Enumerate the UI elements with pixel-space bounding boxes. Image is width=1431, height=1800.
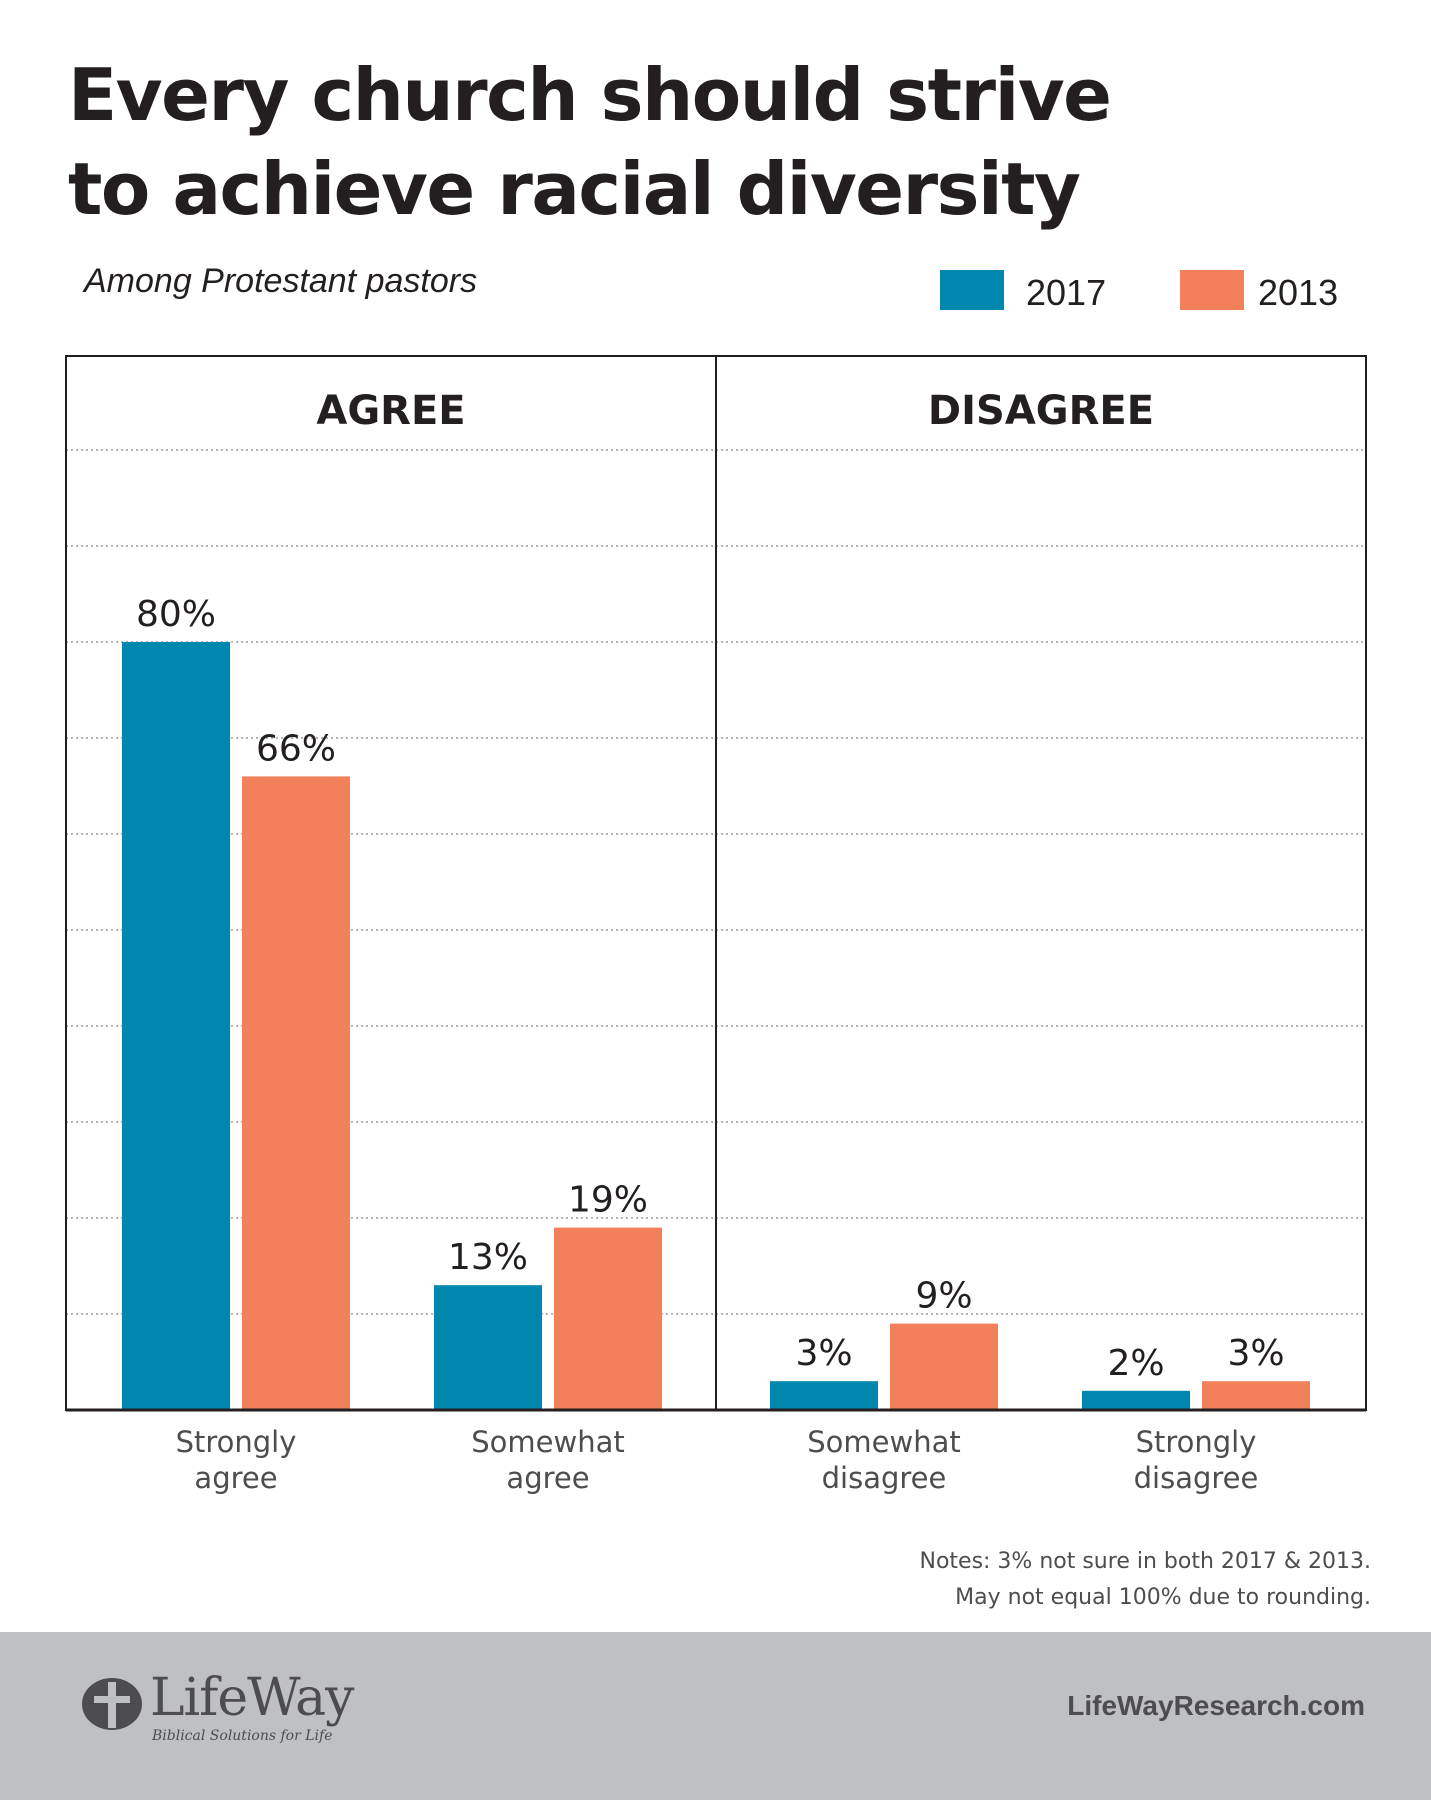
data-label-2017-3: 2% <box>1107 1343 1164 1384</box>
chart-subtitle: Among Protestant pastors <box>84 262 478 300</box>
data-label-2013-0: 66% <box>256 728 336 769</box>
bar-2013-1 <box>554 1227 662 1410</box>
category-label-3-0: Strongly <box>1136 1425 1257 1459</box>
data-label-2013-3: 3% <box>1227 1333 1284 1374</box>
panel-header-agree: AGREE <box>316 388 465 434</box>
category-label-0-1: agree <box>194 1461 277 1495</box>
legend-label-2017: 2017 <box>1026 272 1107 313</box>
chart-title-line-1: Every church should strive <box>68 53 1112 137</box>
category-label-0-0: Strongly <box>176 1425 297 1459</box>
chart-title-line-2: to achieve racial diversity <box>68 147 1081 231</box>
notes: Notes: 3% not sure in both 2017 & 2013. … <box>919 1544 1371 1616</box>
bar-2013-3 <box>1202 1381 1310 1410</box>
bar-chart: AGREE DISAGREE 80% 13% 3% 2% 66% 19% 9% 3% Strongl… <box>65 355 1367 1495</box>
logo-wordmark: LifeWay <box>150 1668 354 1728</box>
category-label-3-1: disagree <box>1134 1461 1259 1495</box>
panel-header-disagree: DISAGREE <box>928 388 1154 434</box>
chart-title: Every church should strive to achieve ra… <box>68 48 1368 236</box>
note-line-2: May not equal 100% due to rounding. <box>955 1585 1371 1610</box>
category-label-1-0: Somewhat <box>471 1425 624 1459</box>
category-label-2-1: disagree <box>822 1461 947 1495</box>
logo-tagline: Biblical Solutions for Life <box>152 1728 333 1744</box>
footer <box>0 1632 1431 1800</box>
data-label-2013-2: 9% <box>915 1276 972 1317</box>
category-label-2-0: Somewhat <box>807 1425 960 1459</box>
bar-2017-3 <box>1082 1390 1190 1410</box>
data-label-2017-0: 80% <box>136 594 216 635</box>
bar-2013-0 <box>242 776 350 1410</box>
legend: 2017 2013 <box>940 270 1360 313</box>
bar-2017-2 <box>770 1381 878 1410</box>
logo-emblem-icon <box>82 1678 142 1730</box>
lifeway-logo: LifeWay Biblical Solutions for Life <box>80 1668 354 1748</box>
category-label-1-1: agree <box>506 1461 589 1495</box>
data-label-2017-1: 13% <box>448 1237 528 1278</box>
legend-swatch-2017 <box>940 270 1004 310</box>
note-line-1: Notes: 3% not sure in both 2017 & 2013. <box>919 1549 1371 1574</box>
website-link[interactable]: LifeWayResearch.com <box>1067 1690 1365 1721</box>
legend-swatch-2013 <box>1180 270 1244 310</box>
data-label-2013-1: 19% <box>568 1180 648 1221</box>
bar-2017-0 <box>122 642 230 1410</box>
bar-2013-2 <box>890 1323 998 1410</box>
legend-label-2013: 2013 <box>1258 272 1339 313</box>
bar-2017-1 <box>434 1285 542 1410</box>
data-label-2017-2: 3% <box>795 1333 852 1374</box>
